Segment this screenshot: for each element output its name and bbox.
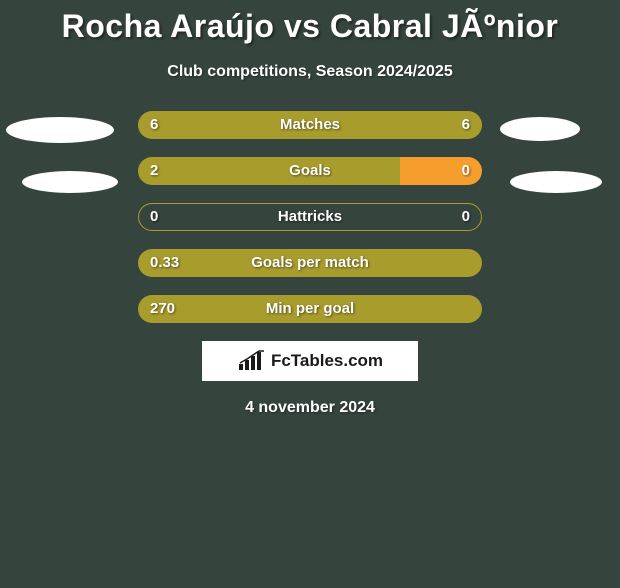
logo-text: FcTables.com bbox=[271, 351, 383, 371]
value-right: 0 bbox=[462, 157, 470, 185]
page-title: Rocha Araújo vs Cabral JÃºnior bbox=[0, 8, 620, 45]
value-right: 6 bbox=[462, 111, 470, 139]
page-subtitle: Club competitions, Season 2024/2025 bbox=[0, 63, 620, 81]
stat-row: 6 Matches 6 bbox=[0, 111, 620, 139]
stat-row: 0.33 Goals per match bbox=[0, 249, 620, 277]
chart-icon bbox=[237, 350, 267, 372]
stat-label: Min per goal bbox=[138, 295, 482, 323]
logo-box: FcTables.com bbox=[202, 341, 418, 381]
value-right: 0 bbox=[462, 203, 470, 231]
stat-label: Goals per match bbox=[138, 249, 482, 277]
stat-row: 270 Min per goal bbox=[0, 295, 620, 323]
date-label: 4 november 2024 bbox=[0, 399, 620, 417]
comparison-chart: 6 Matches 6 2 Goals 0 0 Hattricks 0 0.33… bbox=[0, 111, 620, 323]
stat-label: Hattricks bbox=[138, 203, 482, 231]
stat-label: Matches bbox=[138, 111, 482, 139]
stat-label: Goals bbox=[138, 157, 482, 185]
stat-row: 2 Goals 0 bbox=[0, 157, 620, 185]
stat-row: 0 Hattricks 0 bbox=[0, 203, 620, 231]
